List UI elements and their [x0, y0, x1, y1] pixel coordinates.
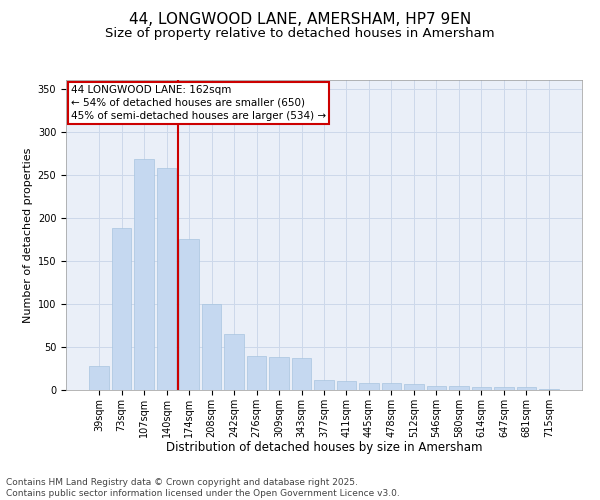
- Bar: [157, 168, 176, 390]
- Bar: [89, 366, 109, 390]
- Text: Contains HM Land Registry data © Crown copyright and database right 2025.
Contai: Contains HM Land Registry data © Crown c…: [6, 478, 400, 498]
- Text: Size of property relative to detached houses in Amersham: Size of property relative to detached ho…: [105, 28, 495, 40]
- Bar: [404, 384, 424, 390]
- Bar: [224, 334, 244, 390]
- Bar: [517, 388, 536, 390]
- Bar: [494, 386, 514, 390]
- Text: 44 LONGWOOD LANE: 162sqm
← 54% of detached houses are smaller (650)
45% of semi-: 44 LONGWOOD LANE: 162sqm ← 54% of detach…: [71, 84, 326, 121]
- Bar: [427, 386, 446, 390]
- Bar: [134, 159, 154, 390]
- X-axis label: Distribution of detached houses by size in Amersham: Distribution of detached houses by size …: [166, 441, 482, 454]
- Text: 44, LONGWOOD LANE, AMERSHAM, HP7 9EN: 44, LONGWOOD LANE, AMERSHAM, HP7 9EN: [129, 12, 471, 28]
- Bar: [247, 356, 266, 390]
- Bar: [112, 228, 131, 390]
- Bar: [269, 358, 289, 390]
- Bar: [539, 389, 559, 390]
- Bar: [202, 304, 221, 390]
- Bar: [314, 380, 334, 390]
- Bar: [449, 386, 469, 390]
- Y-axis label: Number of detached properties: Number of detached properties: [23, 148, 34, 322]
- Bar: [382, 383, 401, 390]
- Bar: [337, 382, 356, 390]
- Bar: [472, 386, 491, 390]
- Bar: [179, 240, 199, 390]
- Bar: [359, 383, 379, 390]
- Bar: [292, 358, 311, 390]
